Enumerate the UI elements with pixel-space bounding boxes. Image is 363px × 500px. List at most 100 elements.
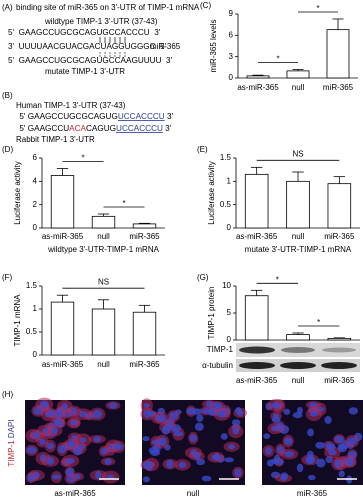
y-tick-label: 6 (33, 153, 38, 162)
significance-label: * (276, 55, 279, 64)
bar (132, 311, 157, 356)
x-tick-label: as-miR-365 (42, 360, 84, 369)
x-tick-label: as-miR-365 (236, 376, 278, 385)
nucleus (283, 408, 291, 415)
x-tick-label: null (97, 360, 110, 369)
seq-part: 5' GAAGCCU (19, 124, 69, 133)
bar (286, 70, 310, 79)
bar (327, 183, 352, 229)
x-axis-label: mutate 3'-UTR-TIMP-1 mRNA (245, 245, 352, 254)
bar (244, 295, 269, 341)
nucleus (217, 410, 227, 418)
sequence: 3' UUUUAACGUACGACUAGGUGGGC 5' (8, 42, 167, 51)
seq-label: Rabbit TIMP-1 3'-UTR (16, 135, 95, 144)
significance-label: * (317, 318, 320, 327)
y-tick-label: 0 (33, 223, 38, 232)
nucleus (265, 446, 272, 455)
nucleus (309, 411, 319, 417)
nucleus (157, 414, 167, 423)
error-bar (333, 176, 346, 184)
nucleus (224, 457, 235, 463)
y-tick-label: 0 (227, 223, 232, 232)
y-tick-label: 0 (227, 335, 232, 344)
blot-band (322, 347, 356, 353)
x-tick-label: as-miR-365 (236, 232, 278, 241)
pairing-bars (99, 37, 126, 43)
y-axis-label: Luciferase activity (13, 161, 22, 225)
nucleus (232, 428, 240, 435)
panel-label: (E) (197, 145, 208, 154)
nucleus (292, 412, 303, 419)
nucleus (161, 426, 170, 435)
pairing-dots (99, 52, 126, 57)
y-axis-label: Luciferase activity (207, 161, 216, 225)
blot-band (280, 362, 316, 369)
nucleus (334, 459, 342, 469)
nucleus (220, 433, 228, 440)
y-tick-label: 0 (33, 350, 38, 359)
y-tick-label: 0.5 (26, 327, 38, 336)
y-axis-label: miR-365 levels (209, 20, 218, 73)
y-tick-label: 9 (229, 9, 234, 18)
error-bar (333, 337, 346, 339)
bar (246, 75, 270, 79)
nucleus (334, 435, 344, 444)
y-axis-label: TIMP-1 protein (207, 287, 216, 340)
nucleus (271, 458, 278, 464)
nucleus (307, 428, 314, 437)
sequence: 5' GAAGCCUGCGCAGUGUCCACCCU 3' (8, 112, 180, 121)
nucleus (234, 468, 242, 477)
error-bar (292, 332, 304, 335)
nucleus (189, 434, 198, 443)
nucleus (39, 400, 49, 408)
y-tick-label: 3 (229, 52, 234, 61)
seq-part: 3' (163, 124, 172, 133)
x-axis-label: wildtype 3'-UTR-TIMP-1 mRNA (47, 245, 160, 254)
nucleus (46, 442, 55, 450)
nucleus (108, 402, 118, 409)
nucleus (211, 453, 221, 461)
blot-label: TIMP-1 (207, 345, 234, 354)
y-tick-label: 10 (222, 281, 231, 290)
x-tick-label: null (292, 232, 305, 241)
nucleus (196, 414, 204, 423)
nucleus (201, 475, 212, 482)
error-bar (56, 168, 69, 176)
nucleus (95, 470, 102, 480)
bar (326, 29, 350, 79)
nucleus (66, 457, 75, 464)
x-tick-label: miR-365 (324, 376, 355, 385)
blot-band (239, 346, 275, 354)
nucleus (61, 402, 68, 411)
x-tick-label: miR-365 (129, 232, 160, 241)
y-axis-label: TIMP-1 mRNA (13, 294, 22, 347)
error-bar (252, 74, 264, 76)
error-bar (250, 166, 263, 175)
nucleus (173, 431, 184, 437)
blot-label: α-tubulin (202, 361, 233, 370)
micrographs (25, 397, 363, 485)
nucleus (65, 467, 74, 477)
nucleus (280, 472, 289, 480)
seq-label: wildtype TIMP-1 3'-UTR (37-43) (44, 17, 158, 26)
error-bar (138, 304, 151, 313)
x-tick-label: as-miR-365 (237, 83, 279, 92)
mirna-name: miR-365 (150, 42, 181, 51)
nucleus (74, 473, 81, 480)
y-tick-label: 5 (227, 308, 232, 317)
nucleus (142, 436, 150, 442)
nucleus (93, 436, 102, 443)
seq-part: 5' GAAGCCUGCGCAGUG (19, 112, 117, 121)
nucleus (55, 408, 63, 417)
y-tick-label: 1.5 (220, 153, 232, 162)
nucleus (169, 411, 179, 421)
nucleus (327, 449, 337, 456)
panel-label: (F) (2, 273, 13, 282)
nucleus (307, 474, 316, 481)
panel-label: (D) (2, 145, 13, 154)
panel-title: binding site of miR-365 on 3'-UTR of TIM… (16, 3, 200, 12)
nucleus (212, 402, 223, 410)
stain-red: TIMP-1 (7, 440, 16, 467)
bar (132, 223, 157, 229)
significance-label: * (316, 4, 319, 13)
